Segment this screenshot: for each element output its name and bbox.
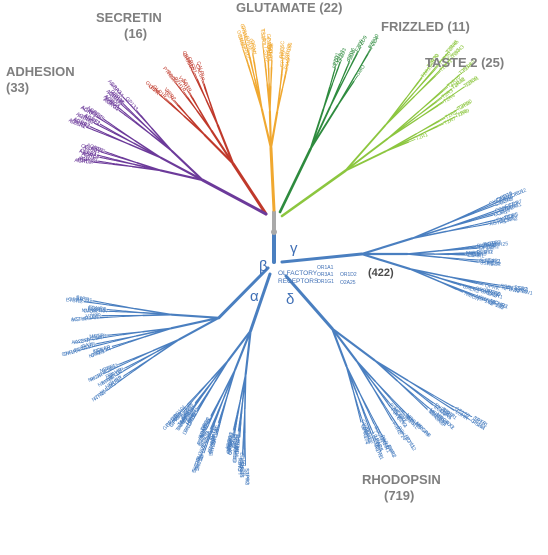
greek-gamma: γ	[290, 240, 298, 257]
branch-taste2	[415, 102, 437, 118]
branch-rhodopsin	[172, 315, 219, 318]
branch-rhodopsin	[412, 395, 422, 405]
branch-rhodopsin	[418, 392, 428, 399]
branch-frizzled	[310, 106, 337, 149]
branch-taste2	[418, 92, 442, 112]
branch-glutamate	[271, 148, 274, 210]
olfactory-id-4: OR1D2	[340, 272, 357, 278]
family-label-secretin: SECRETIN	[96, 10, 162, 25]
branch-rhodopsin	[219, 268, 268, 318]
tree-root-node	[271, 229, 277, 235]
leaf-label-adhesion: GP133	[124, 96, 139, 112]
branch-rhodopsin	[215, 403, 219, 410]
branch-rhodopsin	[409, 269, 438, 281]
branch-adhesion	[125, 112, 136, 122]
olfactory-id-2: OR3A1	[317, 272, 334, 278]
branch-rhodopsin	[192, 392, 199, 400]
branch-secretin	[204, 85, 210, 103]
family-label-adhesion: ADHESION	[6, 64, 75, 79]
branch-rhodopsin	[179, 318, 218, 340]
branch-rhodopsin	[115, 310, 126, 311]
leaf-label-taste2: T2R41	[464, 75, 480, 89]
branch-taste2	[282, 171, 345, 216]
branch-adhesion	[108, 122, 119, 130]
branch-secretin	[189, 118, 204, 135]
branch-adhesion	[152, 128, 172, 151]
greek-delta: δ	[286, 291, 294, 308]
family-label-frizzled: FRIZZLED (11)	[381, 19, 470, 34]
family-count-secretin: (16)	[124, 26, 147, 41]
branch-frizzled	[330, 77, 345, 107]
branch-rhodopsin	[472, 214, 492, 220]
branch-secretin	[210, 103, 218, 126]
branch-rhodopsin	[212, 360, 228, 378]
leaf-stem-rhodopsin	[124, 372, 130, 376]
branch-taste2	[345, 139, 387, 171]
branch-rhodopsin	[374, 360, 396, 380]
branch-secretin	[193, 98, 200, 110]
branch-rhodopsin	[359, 392, 366, 408]
branch-rhodopsin	[438, 250, 458, 251]
leaf-label-glutamate: GPC5B	[268, 42, 275, 60]
branch-rhodopsin	[369, 412, 377, 427]
branch-adhesion	[102, 120, 115, 128]
branch-rhodopsin	[433, 395, 447, 403]
family-label-taste2: TASTE 2 (25)	[425, 55, 504, 70]
family-label-glutamate: GLUTAMATE (22)	[236, 0, 342, 15]
branch-rhodopsin	[446, 228, 467, 232]
branch-rhodopsin	[116, 336, 137, 340]
branch-taste2	[385, 142, 408, 151]
family-label-rhodopsin: RHODOPSIN	[362, 472, 441, 487]
olfactory-id-3: OR1G1	[317, 279, 334, 285]
olfactory-id-5: O2A25	[340, 280, 356, 286]
branch-glutamate	[270, 112, 271, 148]
branch-taste2	[345, 126, 385, 171]
greek-beta: β	[259, 258, 268, 275]
branch-rhodopsin	[123, 370, 135, 378]
branch-rhodopsin	[356, 360, 371, 385]
branch-rhodopsin	[243, 432, 244, 447]
branch-frizzled	[280, 149, 310, 212]
branch-secretin	[205, 135, 233, 164]
olfactory-count: (422)	[368, 267, 394, 279]
olfactory-label-line1: OLFACTORY	[278, 270, 318, 277]
olfactory-label-line2: RECEPTORS	[278, 278, 319, 285]
branch-adhesion	[135, 141, 161, 158]
branch-rhodopsin	[171, 318, 218, 328]
olfactory-id-1: OR1A1	[317, 265, 334, 271]
family-count-adhesion: (33)	[6, 80, 29, 95]
branch-rhodopsin	[362, 238, 413, 254]
branch-glutamate	[271, 112, 277, 148]
branch-secretin	[200, 110, 212, 131]
leaf-label-rhodopsin: AGTR1	[489, 219, 507, 228]
greek-alpha: α	[250, 288, 259, 305]
branch-glutamate	[266, 69, 267, 85]
branch-rhodopsin	[137, 350, 154, 357]
leaf-label-rhodopsin: SSR1	[479, 260, 493, 268]
leaf-label-frizzled: SMO	[355, 64, 367, 77]
branch-glutamate	[270, 87, 271, 112]
family-count-rhodopsin: (719)	[384, 488, 414, 503]
branch-taste2	[345, 151, 385, 170]
